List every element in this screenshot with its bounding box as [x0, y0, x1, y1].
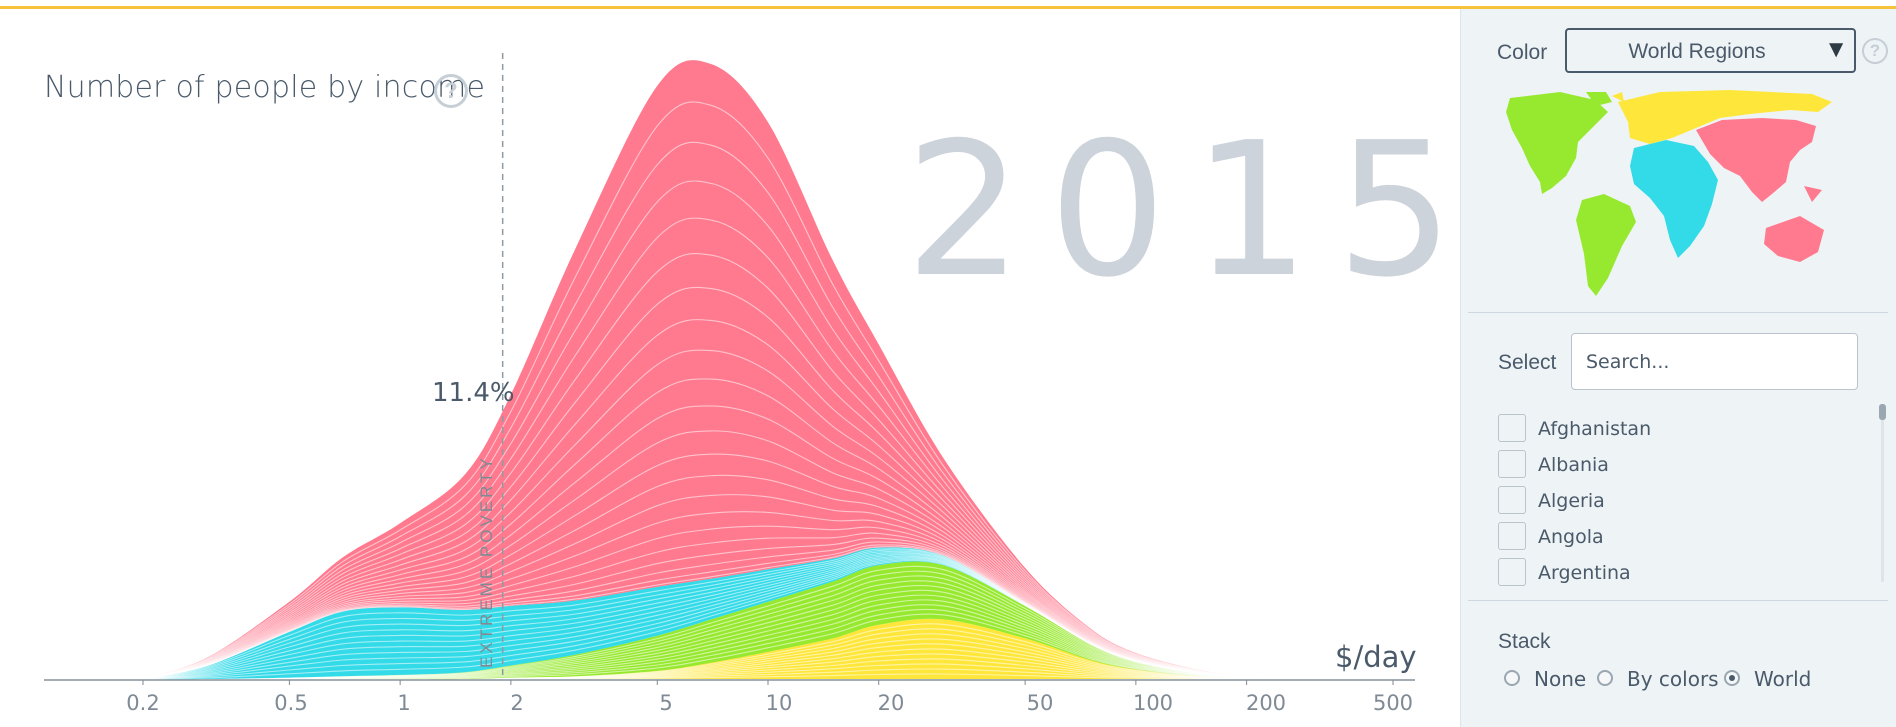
country-name: Angola: [1538, 526, 1604, 548]
country-name: Argentina: [1538, 562, 1631, 584]
panel-divider: [1468, 312, 1888, 313]
question-icon[interactable]: ?: [434, 74, 468, 108]
country-name: Afghanistan: [1538, 418, 1652, 440]
radio-label: By colors: [1627, 667, 1719, 691]
poverty-percentage: 11.4%: [432, 378, 515, 408]
color-select[interactable]: World Regions ▼: [1565, 28, 1856, 73]
country-checkbox[interactable]: [1498, 522, 1526, 550]
map-region-europe[interactable]: [1612, 90, 1832, 144]
country-name: Albania: [1538, 454, 1609, 476]
country-checkbox[interactable]: [1498, 414, 1526, 442]
list-item[interactable]: Afghanistan: [1498, 414, 1858, 450]
x-tick: 0.2: [126, 691, 160, 715]
x-tick: 100: [1132, 691, 1174, 715]
map-region-africa[interactable]: [1630, 140, 1718, 258]
x-tick: 2: [510, 691, 524, 715]
chart-title: Number of people by income: [44, 70, 486, 105]
x-tick: 500: [1372, 691, 1414, 715]
x-tick: 200: [1245, 691, 1287, 715]
radio-none[interactable]: [1504, 670, 1520, 686]
x-tick: 50: [1026, 691, 1054, 715]
panel-divider: [1468, 600, 1888, 601]
radio-world[interactable]: [1724, 670, 1740, 686]
map-region-asia[interactable]: [1696, 118, 1824, 262]
country-line: [142, 101, 1394, 680]
radio-label: World: [1754, 667, 1812, 691]
radio-by-colors[interactable]: [1597, 670, 1613, 686]
extreme-poverty-label: EXTREME POVERTY: [477, 455, 496, 668]
unit-label: $/day: [1335, 640, 1417, 674]
scroll-track: [1881, 404, 1884, 582]
scroll-thumb[interactable]: [1879, 404, 1886, 420]
country-list-scrollbar[interactable]: [1879, 404, 1886, 582]
triangle-down-icon[interactable]: ▼: [1824, 36, 1848, 63]
x-tick: 10: [765, 691, 793, 715]
x-tick: 5: [659, 691, 673, 715]
mountain-svg: [44, 53, 1415, 685]
search-input[interactable]: [1571, 333, 1858, 390]
country-checkbox[interactable]: [1498, 486, 1526, 514]
world-map[interactable]: [1500, 90, 1845, 300]
color-label: Color: [1497, 41, 1548, 64]
select-label: Select: [1498, 351, 1557, 374]
x-tick: 20: [877, 691, 905, 715]
stack-label: Stack: [1498, 630, 1551, 653]
list-item[interactable]: Algeria: [1498, 486, 1858, 522]
country-checkbox[interactable]: [1498, 450, 1526, 478]
country-checkbox[interactable]: [1498, 558, 1526, 586]
color-select-value: World Regions: [1628, 40, 1766, 63]
country-name: Algeria: [1538, 490, 1605, 512]
list-item[interactable]: Albania: [1498, 450, 1858, 486]
list-item[interactable]: Argentina: [1498, 558, 1858, 586]
map-region-americas[interactable]: [1506, 92, 1636, 296]
x-tick: 1: [397, 691, 411, 715]
list-item[interactable]: Angola: [1498, 522, 1858, 558]
income-mountain-chart: [0, 9, 1460, 727]
color-help-icon[interactable]: ?: [1862, 38, 1888, 64]
series-area-3[interactable]: [143, 60, 1393, 679]
x-tick: 0.5: [274, 691, 308, 715]
year-label: 2015: [905, 102, 1480, 318]
top-accent-bar: [0, 0, 1896, 9]
country-list: Afghanistan Albania Algeria Angola Argen…: [1498, 414, 1858, 586]
radio-label: None: [1534, 667, 1587, 691]
